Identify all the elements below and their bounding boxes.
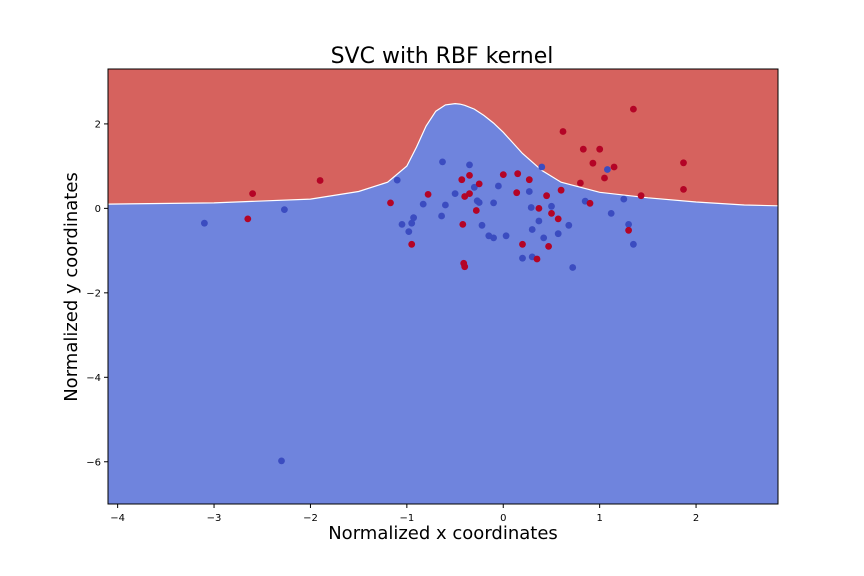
plot-area [107,68,779,505]
scatter-point-class-1-0 [249,190,256,198]
scatter-point-class-0-21 [495,182,502,190]
scatter-point-class-0-3 [393,176,401,184]
scatter-point-class-1-5 [424,191,432,198]
scatter-point-class-1-20 [533,255,541,263]
scatter-point-class-1-27 [559,128,567,135]
scatter-point-class-0-9 [438,212,445,220]
scatter-point-class-1-4 [408,240,416,248]
scatter-point-class-1-29 [579,145,587,153]
scatter-point-class-0-14 [470,183,478,191]
scatter-point-class-1-10 [461,263,469,271]
scatter-point-class-0-19 [490,199,497,207]
scatter-point-class-1-23 [545,243,552,250]
scatter-point-class-1-33 [601,174,608,182]
scatter-point-class-0-1 [281,206,288,214]
scatter-point-class-0-36 [604,166,611,173]
scatter-point-class-0-25 [527,204,535,211]
y-tick-label: 2 [95,119,101,130]
scatter-point-class-0-24 [525,188,533,195]
scatter-point-class-1-16 [513,189,521,197]
scatter-point-class-0-29 [538,163,546,171]
scatter-point-class-1-35 [625,226,632,234]
x-tick-label: −4 [110,513,125,524]
scatter-point-class-1-18 [519,240,526,248]
scatter-point-class-1-2 [316,177,324,184]
scatter-point-class-1-38 [680,159,687,167]
scatter-point-class-1-11 [466,172,473,179]
decision-boundary-line [107,102,779,207]
scatter-point-class-0-5 [405,228,413,236]
scatter-point-class-0-6 [408,219,416,227]
y-axis-ticks: −6 −4 −2 0 2 [86,119,108,468]
scatter-point-class-0-16 [475,199,483,206]
scatter-point-class-1-37 [637,192,645,200]
x-tick-label: 2 [693,513,699,524]
x-tick-label: −3 [207,513,222,524]
scatter-point-class-0-32 [554,230,562,238]
scatter-point-class-0-11 [442,201,449,209]
scatter-point-class-1-15 [499,171,507,179]
x-tick-label: −1 [399,513,414,524]
scatter-point-class-0-22 [502,232,510,240]
scatter-point-class-0-31 [548,202,555,210]
y-axis-label: Normalized y coordinates [61,172,82,402]
scatter-point-class-1-7 [459,221,467,228]
plot-frame [107,68,779,505]
decision-region-class-1 [108,69,778,206]
x-tick-label: 0 [500,513,506,524]
scatter-point-class-0-40 [630,240,637,248]
scatter-point-class-1-12 [466,190,473,198]
scatter-point-class-0-39 [625,221,632,228]
x-axis-ticks: −4 −3 −2 −1 0 1 2 [110,504,699,524]
scatter-point-class-1-22 [543,192,550,200]
scatter-point-class-1-30 [586,199,594,207]
scatter-point-class-0-30 [540,234,548,242]
scatter-point-class-0-28 [535,217,543,225]
scatter-point-class-1-26 [557,186,565,194]
x-tick-label: 1 [596,513,602,524]
scatter-point-class-1-17 [514,170,522,178]
scatter-point-class-0-27 [528,226,536,233]
scatter-point-class-0-8 [419,200,427,208]
scatter-point-class-1-13 [472,207,480,214]
scatter-point-class-0-10 [439,158,446,166]
scatter-point-class-1-1 [244,215,252,223]
chart-title: SVC with RBF kernel [331,44,554,69]
x-tick-label: −2 [303,513,318,524]
scatter-point-class-0-33 [565,221,573,229]
scatter-point-class-1-25 [554,215,562,223]
scatter-point-class-1-32 [596,145,604,153]
scatter-point-class-1-31 [589,159,597,167]
scatter-point-class-0-37 [607,210,615,217]
scatter-point-class-1-34 [610,163,618,171]
scatter-point-class-1-14 [475,180,483,188]
scatter-point-class-1-28 [577,179,584,187]
scatter-point-class-1-39 [680,186,687,193]
scatter-point-class-1-19 [525,176,533,184]
scatter-point-class-1-24 [548,210,555,217]
scatter-point-class-1-36 [630,105,637,113]
y-tick-label: 0 [95,204,101,215]
scatter-point-class-0-38 [620,195,628,203]
scatter-point-class-1-6 [458,176,466,184]
y-tick-label: −6 [86,457,101,468]
scatter-point-class-0-7 [410,214,417,222]
scatter-point-class-1-21 [535,205,543,212]
scatter-point-class-1-3 [387,199,394,207]
y-tick-label: −2 [86,288,101,299]
scatter-point-class-0-23 [519,254,526,262]
x-axis-label: Normalized x coordinates [328,523,558,544]
scatter-point-class-0-13 [466,161,473,169]
scatter-point-class-0-34 [569,264,577,271]
scatter-point-class-0-0 [201,219,208,227]
scatter-point-class-0-2 [278,457,285,465]
scatter-point-class-0-20 [490,234,497,242]
scatter-point-class-0-4 [398,221,406,228]
y-tick-label: −4 [86,373,101,384]
scatter-points [201,105,687,465]
scatter-point-class-0-17 [478,221,486,229]
scatter-point-class-0-12 [451,190,459,198]
